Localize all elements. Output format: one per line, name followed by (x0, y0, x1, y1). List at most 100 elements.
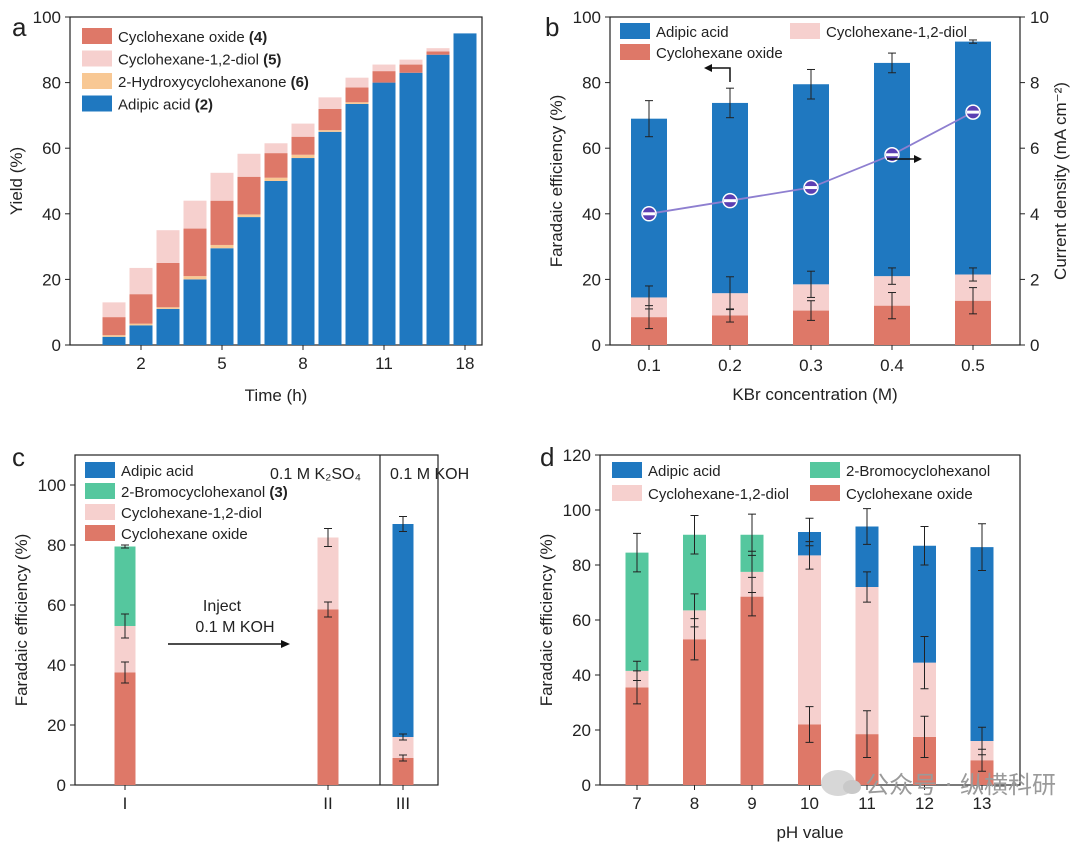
bar-segment (183, 200, 207, 229)
bar-segment (345, 87, 369, 103)
bar-segment (318, 130, 342, 132)
bar-segment (210, 244, 234, 249)
y-tick-label: 20 (42, 270, 61, 289)
legend-label: Cyclohexane-1,2-diol (5) (118, 52, 281, 69)
bar-segment (237, 153, 261, 177)
x-axis-label: KBr concentration (M) (732, 385, 897, 404)
legend-swatch (620, 44, 650, 60)
y-right-tick-label: 2 (1030, 270, 1039, 289)
bar-segment (372, 64, 396, 72)
region-label: 0.1 M K₂SO₄ (270, 466, 361, 483)
bar-segment (453, 33, 477, 346)
y-tick-label: 80 (47, 536, 66, 555)
bar-segment (210, 172, 234, 201)
annotation-text: Inject (203, 598, 242, 615)
bar-segment (114, 672, 136, 785)
x-axis-label: Time (h) (245, 386, 308, 405)
bar-segment (798, 555, 821, 725)
bar-segment (264, 143, 288, 154)
annotation-text: 0.1 M KOH (195, 619, 274, 636)
bar-segment (345, 103, 369, 345)
bar-segment (740, 596, 764, 785)
bar-segment (264, 181, 288, 345)
x-tick-label: 10 (800, 794, 819, 813)
legend-label: 2-Bromocyclohexanol (3) (121, 484, 288, 501)
bar-segment (798, 724, 821, 785)
y-tick-label: 80 (582, 74, 601, 93)
legend-swatch (82, 28, 112, 44)
watermark-text: 公众号 · 纵横科研 (865, 771, 1056, 799)
panel-letter: b (545, 12, 559, 42)
y-tick-label: 20 (582, 270, 601, 289)
watermark: 公众号 · 纵横科研 (821, 765, 1056, 800)
y-tick-label: 40 (42, 205, 61, 224)
marker-highlight (643, 212, 655, 216)
legend-label: Cyclohexane oxide (846, 486, 973, 503)
panel-letter: a (12, 12, 27, 42)
plot-frame (74, 454, 439, 786)
bar-segment (318, 97, 342, 109)
bar-segment (426, 51, 450, 55)
y-tick-label: 100 (33, 8, 61, 27)
bar-segment (345, 102, 369, 104)
bar-segment (426, 54, 450, 345)
y-tick-label: 20 (572, 721, 591, 740)
x-tick-label: 8 (298, 354, 307, 373)
panel-letter: c (12, 442, 25, 472)
x-tick-label: 0.5 (961, 356, 985, 375)
bar-segment (318, 108, 342, 131)
bar-segment (237, 176, 261, 215)
y-tick-label: 0 (57, 776, 66, 795)
legend-swatch (82, 50, 112, 67)
bar-segment (399, 59, 423, 65)
bar-segment (913, 662, 936, 737)
bar-segment (129, 325, 153, 345)
legend-label: Adipic acid (656, 24, 729, 41)
bar-segment (683, 639, 706, 785)
y-tick-label: 60 (582, 139, 601, 158)
y-tick-label: 0 (592, 336, 601, 355)
bar-segment (955, 41, 991, 275)
x-tick-label: 18 (456, 354, 475, 373)
y-tick-label: 60 (47, 596, 66, 615)
bar-segment (392, 524, 414, 737)
bar-segment (399, 72, 423, 345)
legend-label: Cyclohexane oxide (121, 526, 248, 543)
bar-segment (156, 307, 180, 309)
panel-a: 0 20 40 60 80 100 Yield (%) 2 5 8 11 18 Time (h) Cycl… (7, 8, 483, 405)
legend-swatch (620, 23, 650, 39)
x-tick-label: 5 (217, 354, 226, 373)
legend-label: Adipic acid (2) (118, 97, 213, 114)
x-tick-label: 0.3 (799, 356, 823, 375)
marker-highlight (886, 153, 898, 157)
bar-segment (318, 131, 342, 345)
legend-swatch (790, 23, 820, 39)
arrow-head (704, 64, 712, 72)
x-tick-label: III (396, 794, 410, 813)
bar-segment (855, 526, 879, 587)
x-tick-label: I (123, 794, 128, 813)
legend-swatch (85, 504, 115, 520)
legend-swatch (85, 525, 115, 541)
y-right-tick-label: 8 (1030, 74, 1039, 93)
bar-segment (874, 62, 910, 277)
y-tick-label: 60 (42, 139, 61, 158)
y-right-tick-label: 4 (1030, 205, 1039, 224)
bar-segment (102, 336, 126, 345)
bar-segment (855, 587, 879, 735)
legend-label: Adipic acid (648, 463, 721, 480)
y-tick-label: 100 (573, 8, 601, 27)
y-tick-label: 20 (47, 716, 66, 735)
bar-segment (237, 217, 261, 345)
legend-label: Cyclohexane-1,2-diol (826, 24, 967, 41)
wechat-icon (821, 769, 862, 796)
legend-label: Cyclohexane-1,2-diol (121, 505, 262, 522)
x-tick-label: 11 (858, 794, 876, 813)
x-tick-label: 11 (375, 354, 393, 373)
legend-label: 2-Hydroxycyclohexanone (6) (118, 74, 309, 91)
y-tick-label: 120 (563, 446, 591, 465)
marker-highlight (724, 199, 736, 203)
